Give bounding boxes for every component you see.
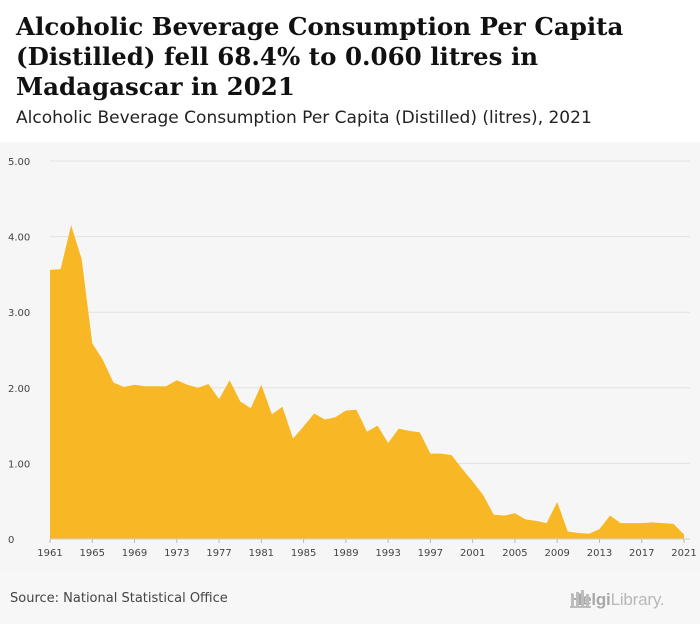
y-tick-label: 3.00 [8,308,30,319]
area-series [49,225,685,539]
x-tick-label: 2005 [502,548,527,559]
series-area [50,225,684,539]
library-icon [570,590,591,608]
x-tick-label: 1981 [249,548,274,559]
x-tick-label: 1969 [122,548,147,559]
brand-text: HelgiLibrary. [570,590,665,610]
chart-subtitle: Alcoholic Beverage Consumption Per Capit… [16,108,592,128]
y-tick-label: 0 [8,535,14,546]
header: Alcoholic Beverage Consumption Per Capit… [0,0,700,142]
y-tick-label: 4.00 [8,233,30,244]
x-tick-label: 1985 [291,548,316,559]
y-tick-label: 2.00 [8,384,30,395]
chart-area: 0 1.00 2.00 3.00 4.00 5.00 1961 1965 1969 1973 19… [0,142,700,572]
y-tick-label: 5.00 [8,157,30,168]
x-tick-label: 1961 [37,548,62,559]
brand-name: Helgi [570,590,611,609]
y-tick-label: 1.00 [8,459,30,470]
x-tick-label: 2017 [629,548,654,559]
brand-logo[interactable]: HelgiLibrary. [570,588,665,612]
x-tick-label: 1993 [375,548,400,559]
source-note: Source: National Statistical Office [10,591,228,606]
x-axis-ticks: 1961 1965 1969 1973 1977 1981 1985 1989 1993 1997… [37,538,697,559]
brand-suffix: Library. [610,590,665,609]
x-tick-label: 1965 [80,548,105,559]
y-axis-ticks: 0 1.00 2.00 3.00 4.00 5.00 [8,157,30,546]
x-tick-label: 1977 [206,548,231,559]
x-tick-label: 1973 [164,548,189,559]
x-tick-label: 2001 [460,548,485,559]
page-title: Alcoholic Beverage Consumption Per Capit… [16,12,624,101]
area-chart: 01.002.003.004.005.00 1961 1965 1969 1973 19… [8,157,697,559]
x-tick-label: 2009 [544,548,569,559]
x-tick-label: 2013 [587,548,612,559]
x-tick-label: 2021 [671,548,696,559]
x-tick-label: 1989 [333,548,358,559]
x-tick-label: 1997 [418,548,443,559]
